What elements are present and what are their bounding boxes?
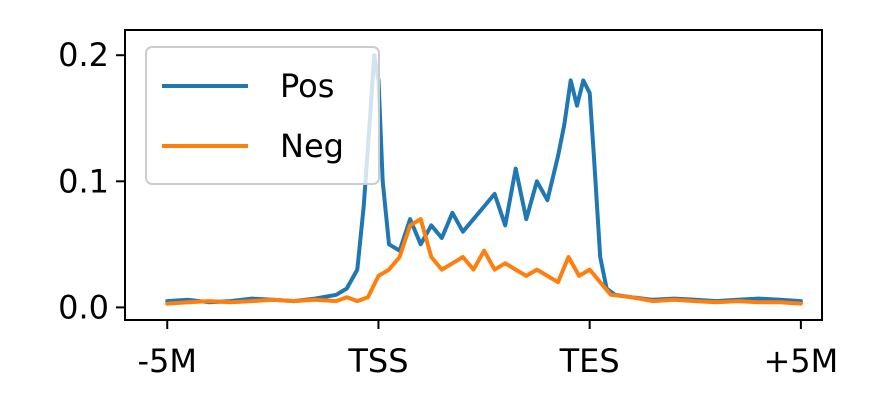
x-tick-label: -5M (137, 342, 197, 380)
y-tick-label: 0.1 (58, 162, 109, 200)
legend-box (145, 46, 380, 185)
legend: Pos Neg (145, 46, 380, 185)
series-line-neg (165, 217, 803, 306)
x-axis: -5M TSS TES +5M (137, 320, 838, 380)
legend-label-pos: Pos (280, 67, 334, 105)
y-tick-label: 0.0 (58, 288, 109, 326)
x-tick-label: TSS (347, 342, 408, 380)
series-layer (165, 53, 803, 306)
x-tick-label: TES (559, 342, 620, 380)
x-tick-label: +5M (763, 342, 838, 380)
legend-label-neg: Neg (280, 127, 344, 165)
y-axis: 0.0 0.1 0.2 (58, 36, 125, 326)
y-tick-label: 0.2 (58, 36, 109, 74)
plot-frame (124, 29, 823, 321)
